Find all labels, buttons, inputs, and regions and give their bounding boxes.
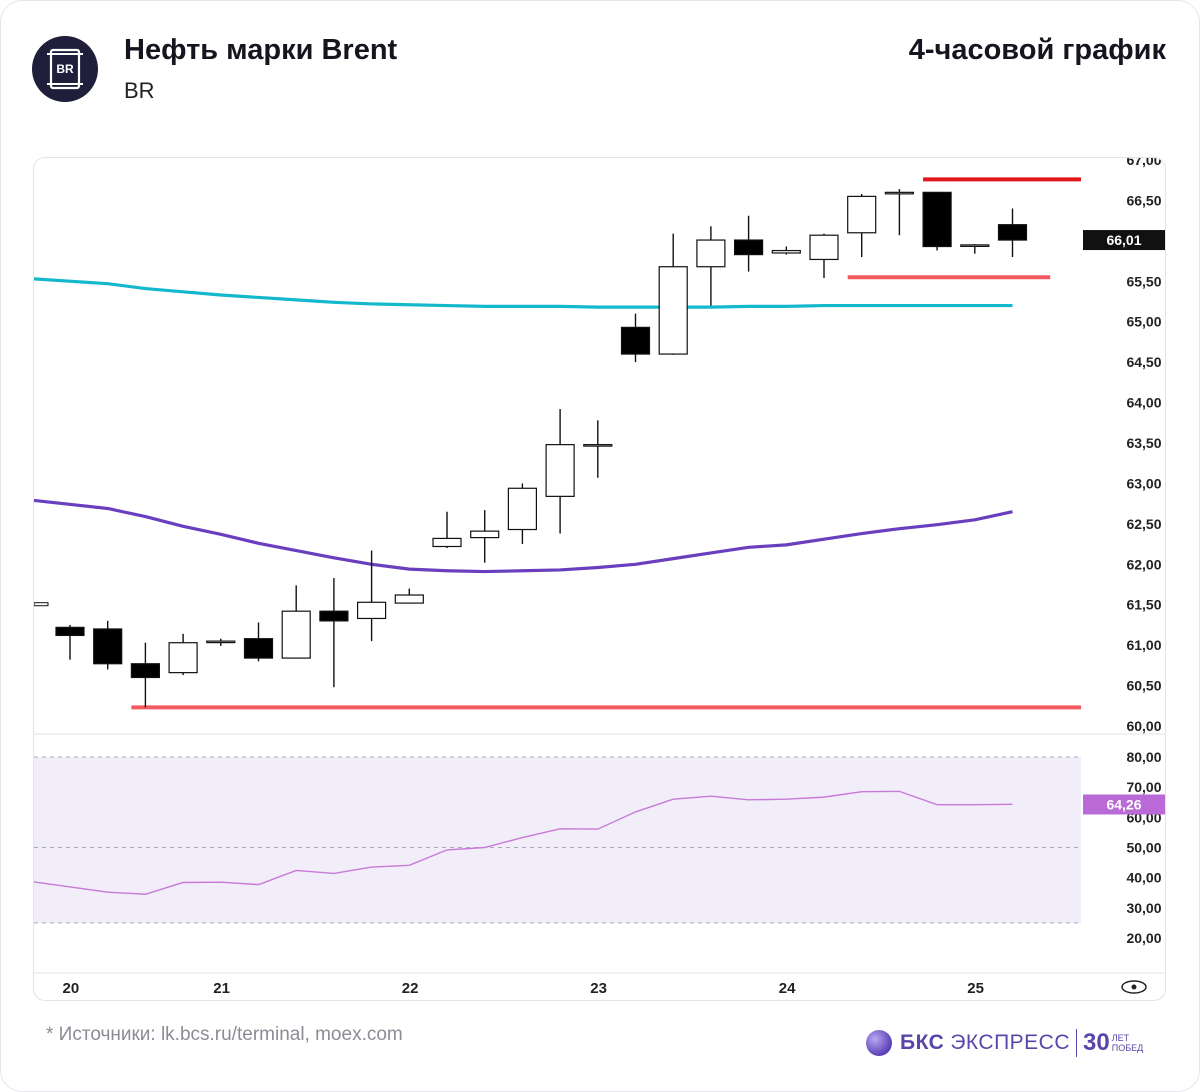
rsi-tick-label: 70,00	[1126, 779, 1161, 795]
candle-body	[771, 249, 801, 254]
candle-body	[658, 266, 688, 355]
candle-body	[583, 444, 613, 447]
chart-frame: 67,00 66,50 65,50 65,00 64,50 64,00 63,50 63,00…	[33, 157, 1166, 1001]
brand-express: ЭКСПРЕСС	[950, 1031, 1071, 1054]
rsi-band	[34, 757, 1081, 923]
visibility-eye-icon	[1121, 980, 1147, 994]
candle-body	[733, 239, 764, 256]
candle-body	[55, 626, 85, 637]
rsi-tick-label: 50,00	[1126, 840, 1161, 856]
price-tick-label: 63,50	[1126, 435, 1161, 451]
price-chart[interactable]: 67,00 66,50 65,50 65,00 64,50 64,00 63,50 63,00…	[34, 158, 1165, 1000]
visibility-eye-pupil	[1131, 984, 1137, 990]
candle-body	[809, 234, 839, 261]
rsi-tick-label: 80,00	[1126, 749, 1161, 765]
candle-body	[130, 663, 161, 679]
rsi-value-tag	[1083, 794, 1165, 815]
brand-years-caption-1: ЛЕТ	[1111, 1033, 1130, 1043]
instrument-logo: BR	[32, 36, 98, 102]
brand-logo: БКС ЭКСПРЕСС 30 ЛЕТ ПОБЕД	[866, 1026, 1143, 1060]
candle-body	[847, 195, 877, 234]
brand-years-caption-2: ПОБЕД	[1111, 1043, 1144, 1053]
candle-body	[394, 594, 424, 604]
brand-name: БКС	[900, 1031, 945, 1054]
partial-candle	[34, 602, 49, 607]
candle-body	[281, 610, 311, 659]
ticker-label: BR	[124, 78, 155, 103]
source-footnote: * Источники: lk.bcs.ru/terminal, moex.co…	[46, 1024, 403, 1045]
candle-body	[470, 530, 500, 539]
price-tick-label: 60,00	[1126, 718, 1161, 734]
price-tick-label: 61,50	[1126, 597, 1161, 613]
candle-body	[507, 487, 537, 531]
rsi-tick-label: 40,00	[1126, 870, 1161, 886]
candle-body	[432, 537, 462, 548]
page-title: Нефть марки Brent	[124, 34, 398, 66]
candle-body	[960, 244, 990, 248]
candle-body	[206, 640, 236, 644]
price-tick-label: 66,50	[1126, 192, 1161, 208]
candle-body	[243, 638, 274, 659]
last-price-label: 66,01	[1106, 232, 1141, 248]
x-tick-label: 25	[967, 980, 984, 997]
rsi-tick-label: 30,00	[1126, 900, 1161, 916]
candle-body	[884, 191, 915, 195]
brand-divider	[1076, 1029, 1078, 1057]
brand-years: 30	[1083, 1029, 1110, 1056]
price-tick-label: 64,50	[1126, 354, 1161, 370]
ma-short-line	[34, 277, 1013, 309]
timeframe-label: 4-часовой график	[908, 34, 1166, 66]
candle-body	[696, 239, 726, 268]
oil-barrel-icon	[47, 48, 83, 90]
rsi-tick-label: 20,00	[1126, 930, 1161, 946]
candle-body	[620, 326, 651, 355]
price-tick-label: 62,00	[1126, 556, 1161, 572]
price-tick-label: 60,50	[1126, 678, 1161, 694]
x-tick-label: 22	[402, 980, 419, 997]
x-tick-label: 21	[213, 980, 230, 997]
logo-label: BR	[56, 62, 74, 76]
last-price-tag	[1083, 230, 1165, 251]
price-tick-label: 61,00	[1126, 637, 1161, 653]
candle-body	[93, 628, 123, 665]
rsi-line	[34, 790, 1013, 895]
brand-sphere-icon	[866, 1030, 892, 1056]
candle-body	[319, 610, 349, 622]
x-tick-label: 24	[779, 980, 796, 997]
x-tick-label: 23	[590, 980, 607, 997]
rsi-value-label: 64,26	[1106, 796, 1141, 812]
price-tick-label: 64,00	[1126, 395, 1161, 411]
x-tick-label: 20	[63, 980, 80, 997]
candle-body	[545, 444, 575, 497]
price-tick-label: 62,50	[1126, 516, 1161, 532]
price-tick-label: 65,00	[1126, 314, 1161, 330]
price-tick-label: 65,50	[1126, 273, 1161, 289]
brand-years-caption: ЛЕТ ПОБЕД	[1112, 1033, 1143, 1053]
candle-body	[997, 224, 1028, 241]
price-tick-label: 63,00	[1126, 475, 1161, 491]
candle-body	[168, 642, 198, 674]
price-tick-label: 67,00	[1126, 158, 1161, 168]
ma-long-line	[34, 498, 1013, 574]
candle-body	[922, 191, 952, 248]
candle-body	[357, 601, 387, 620]
